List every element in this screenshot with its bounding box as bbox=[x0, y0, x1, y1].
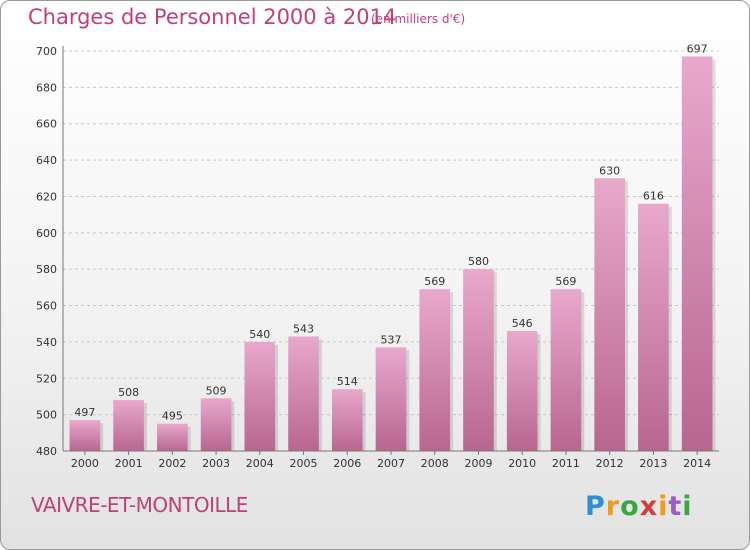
value-label-2010: 546 bbox=[512, 317, 533, 330]
bar-2012 bbox=[594, 178, 625, 452]
x-tick-label-2008: 2008 bbox=[421, 457, 449, 470]
value-label-2008: 569 bbox=[424, 275, 445, 288]
bar-2009 bbox=[463, 269, 494, 451]
bar-layer bbox=[69, 56, 716, 452]
value-label-2013: 616 bbox=[643, 190, 664, 203]
value-label-2011: 569 bbox=[555, 275, 576, 288]
value-label-2014: 697 bbox=[687, 42, 708, 55]
x-tick-label-2009: 2009 bbox=[464, 457, 492, 470]
y-tick-label: 580 bbox=[36, 263, 57, 276]
x-tick-label-2000: 2000 bbox=[71, 457, 99, 470]
y-tick-label: 600 bbox=[36, 227, 57, 240]
x-tick-label-2002: 2002 bbox=[158, 457, 186, 470]
bar-2010 bbox=[506, 331, 538, 451]
bar-2011 bbox=[550, 289, 582, 451]
y-tick-label: 500 bbox=[36, 409, 57, 422]
value-label-2003: 509 bbox=[206, 384, 227, 397]
y-tick-label: 660 bbox=[36, 118, 57, 131]
x-tick-label-2007: 2007 bbox=[377, 457, 405, 470]
x-tick-label-2014: 2014 bbox=[683, 457, 711, 470]
y-tick-label: 620 bbox=[36, 190, 57, 203]
bar-2013 bbox=[638, 203, 669, 451]
axis-layer: 480 500 520 540 560 580 600 620 640 660 680 700 497 2… bbox=[36, 42, 719, 470]
y-tick-label: 560 bbox=[36, 300, 57, 313]
x-tick-label-2012: 2012 bbox=[596, 457, 624, 470]
value-label-2009: 580 bbox=[468, 255, 489, 268]
y-tick-label: 680 bbox=[36, 81, 57, 94]
x-tick-label-2001: 2001 bbox=[115, 457, 143, 470]
bar-2006 bbox=[331, 389, 363, 451]
value-label-2007: 537 bbox=[381, 333, 402, 346]
bar-2003 bbox=[200, 398, 232, 451]
proxiti-logo[interactable]: Proxiti bbox=[585, 491, 693, 522]
bar-2000 bbox=[69, 420, 101, 451]
y-tick-label: 480 bbox=[36, 445, 57, 458]
y-tick-label: 700 bbox=[36, 45, 57, 58]
bar-2002 bbox=[157, 423, 188, 451]
y-tick-label: 540 bbox=[36, 336, 57, 349]
y-tick-label: 520 bbox=[36, 372, 57, 385]
bar-2007 bbox=[375, 347, 407, 451]
x-tick-label-2003: 2003 bbox=[202, 457, 230, 470]
value-label-2005: 543 bbox=[293, 322, 314, 335]
bar-2008 bbox=[419, 289, 451, 451]
value-label-2002: 495 bbox=[162, 410, 183, 423]
municipality-name: VAIVRE-ET-MONTOILLE bbox=[31, 493, 248, 517]
bar-2014 bbox=[681, 56, 713, 452]
x-tick-label-2005: 2005 bbox=[290, 457, 318, 470]
value-label-2006: 514 bbox=[337, 375, 358, 388]
bar-2001 bbox=[113, 400, 144, 451]
unit-note: (en milliers d'€) bbox=[371, 12, 466, 26]
x-tick-label-2013: 2013 bbox=[639, 457, 667, 470]
bar-2004 bbox=[244, 341, 276, 451]
x-tick-label-2006: 2006 bbox=[333, 457, 361, 470]
y-tick-label: 640 bbox=[36, 154, 57, 167]
value-label-2001: 508 bbox=[118, 386, 139, 399]
value-label-2012: 630 bbox=[599, 164, 620, 177]
chart-title: Charges de Personnel 2000 à 2014 bbox=[28, 5, 397, 29]
bar-2005 bbox=[288, 336, 319, 451]
x-tick-label-2010: 2010 bbox=[508, 457, 536, 470]
x-tick-label-2004: 2004 bbox=[246, 457, 274, 470]
x-tick-label-2011: 2011 bbox=[552, 457, 580, 470]
value-label-2004: 540 bbox=[249, 328, 270, 341]
value-label-2000: 497 bbox=[74, 406, 95, 419]
